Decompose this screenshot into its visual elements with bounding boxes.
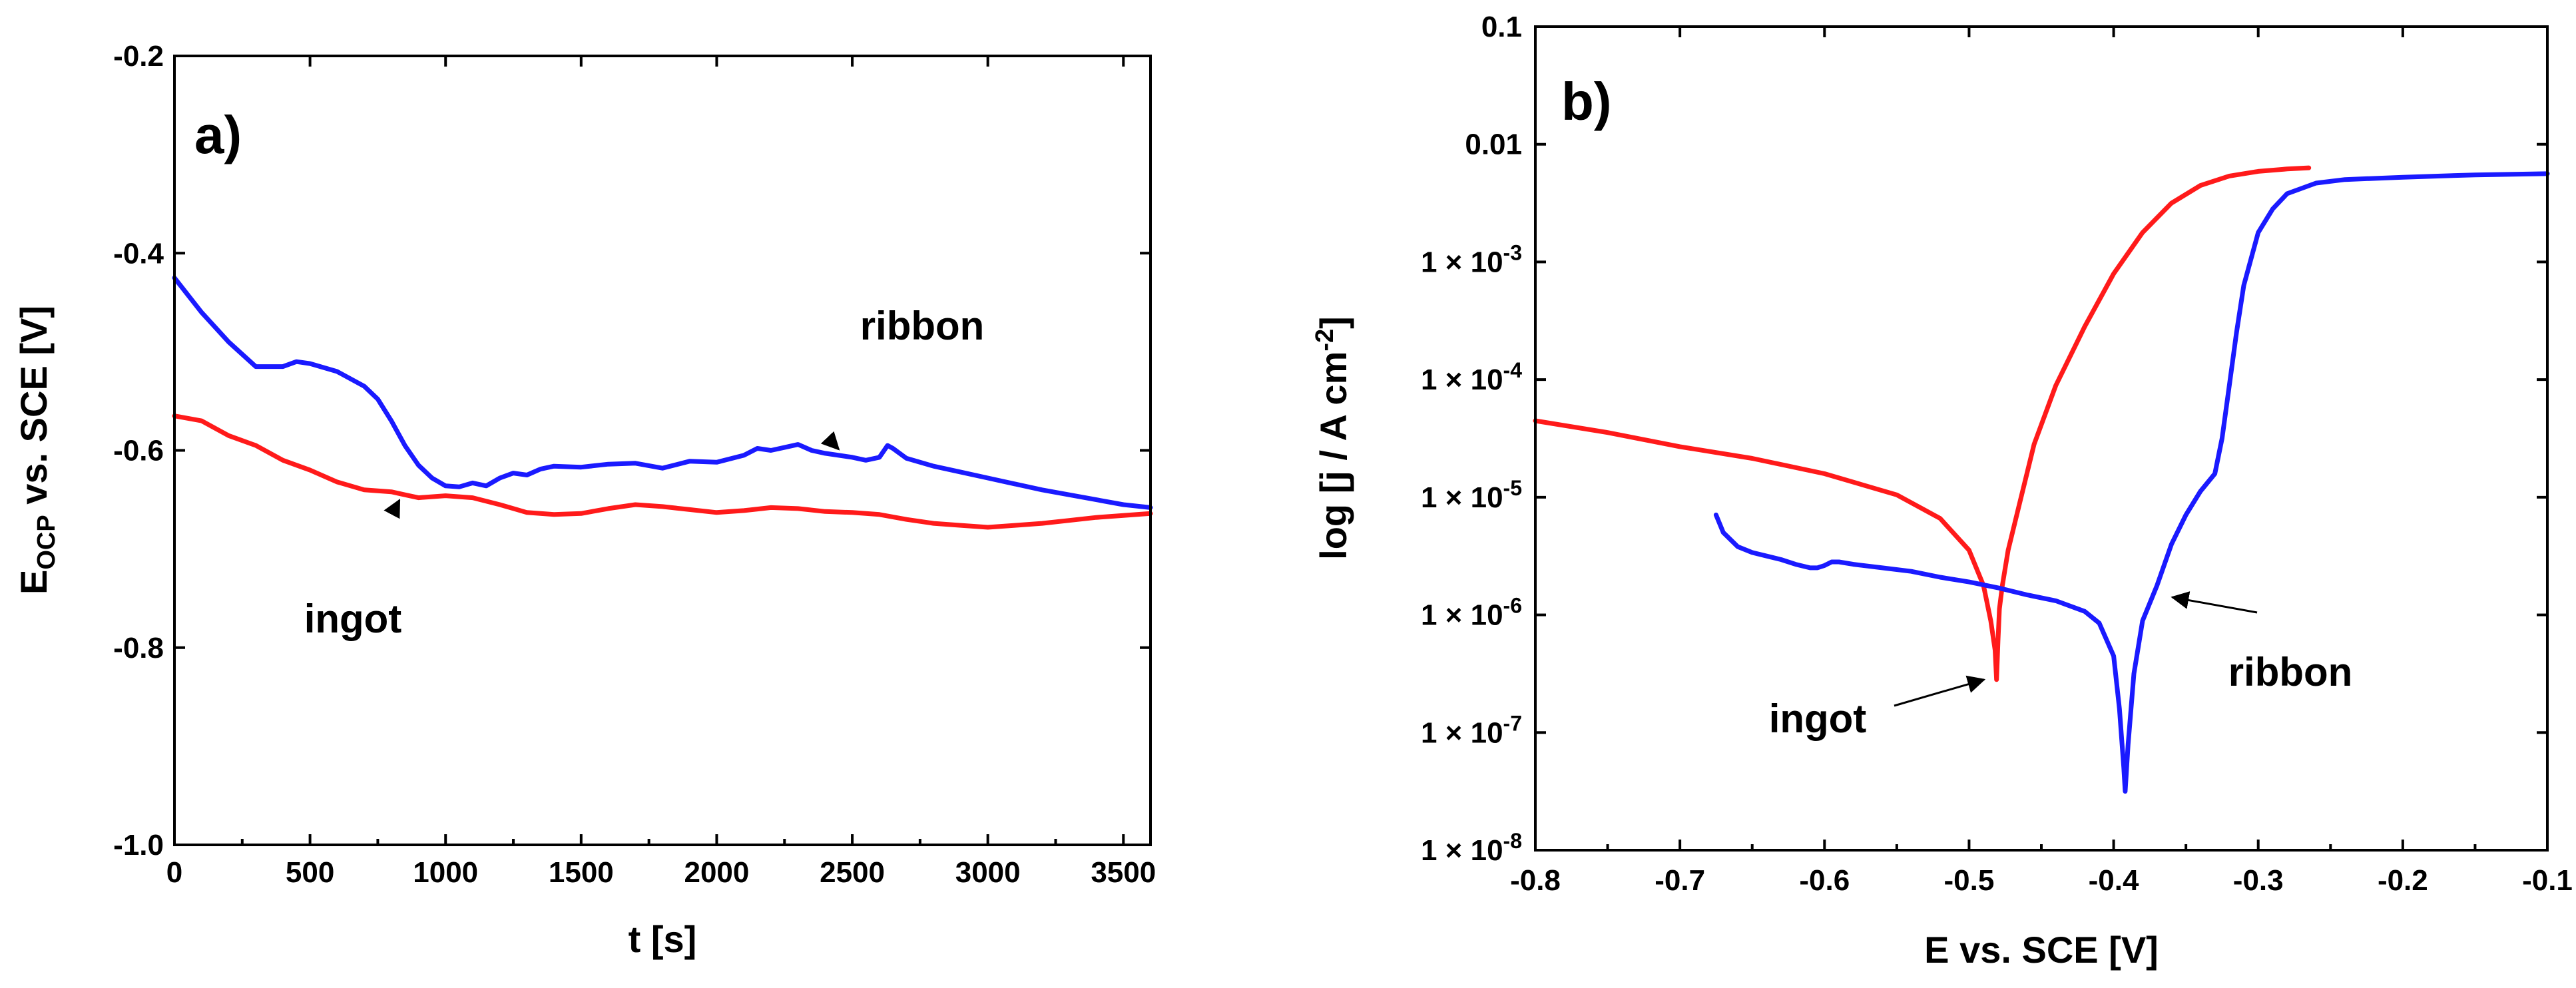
panel-b-y-tick-label: 1 × 10-7	[1421, 711, 1522, 749]
panel-a-annotation-ingot: ingot	[304, 597, 402, 641]
panel-a-y-axis-subscript: OCP	[33, 515, 61, 569]
panel-a-x-tick-label: 500	[286, 856, 334, 889]
panel-b-annotation-arrow-ingot	[1894, 675, 1986, 707]
panel-b-annotation-ribbon: ribbon	[2228, 650, 2353, 694]
panel-a-annotation-arrow-ribbon	[820, 431, 840, 451]
panel-a-x-tick-label: 1000	[413, 856, 478, 889]
panel-a-y-tick-label: -0.8	[113, 632, 164, 664]
panel-a-y-axis-main: E	[13, 570, 55, 595]
panel-b-x-tick-label: -0.8	[1510, 864, 1561, 897]
panel-a-y-tick-label: -0.4	[113, 237, 164, 270]
panel-b-y-axis-title: log [j / A cm-2]	[1311, 316, 1354, 560]
panel-b-y-tick-exponent: -4	[1503, 358, 1523, 382]
panel-a-x-tick-label: 0	[166, 856, 182, 889]
panel-b-y-tick-base: 1 × 10	[1421, 716, 1503, 749]
panel-b-x-tick-label: -0.2	[2378, 864, 2428, 897]
panel-b-series-ingot	[1533, 165, 2312, 682]
panel-a-plot-frame	[173, 55, 1152, 846]
panel-a-x-tick-label: 1500	[549, 856, 614, 889]
panel-b-label: b)	[1561, 72, 1612, 131]
panel-a-y-axis-rest: vs. SCE [V]	[13, 306, 55, 515]
panel-b-series-ribbon	[1713, 171, 2550, 794]
panel-a-x-tick-label: 2500	[820, 856, 885, 889]
panel-b-plot-frame	[1534, 25, 2549, 852]
panel-b-polarization-chart: -0.8 -0.7 -0.6 -0.5 -0.4 -0.3 -0.2 -0.11 × 10-8…	[1311, 11, 2573, 971]
panel-b-y-tick-base: 1 × 10	[1421, 364, 1503, 396]
panel-b-y-tick-exponent: -8	[1503, 829, 1522, 853]
panel-b-y-tick-label: 0.1	[1481, 11, 1522, 43]
panel-b-y-tick-base: 0.1	[1481, 11, 1522, 43]
panel-b-annotation-arrow-ribbon	[2171, 591, 2258, 614]
panel-a-series-ingot	[172, 413, 1153, 530]
panel-b-annotation-ingot: ingot	[1769, 696, 1867, 741]
panel-b-y-axis-superscript: -2	[1311, 329, 1339, 352]
panel-a-ocp-chart: 0 500 1000 1500 2000 2500 3000 3500 -1.0 -0.8 -0.6…	[13, 40, 1156, 960]
panel-b-x-tick-label: -0.3	[2233, 864, 2284, 897]
panel-b-x-tick-label: -0.4	[2089, 864, 2139, 897]
panel-a-label: a)	[194, 105, 242, 164]
panel-b-x-axis-title: E vs. SCE [V]	[1924, 929, 2159, 971]
panel-b-y-tick-exponent: -5	[1503, 476, 1522, 500]
panel-a-y-tick-label: -0.6	[113, 435, 164, 467]
panel-b-y-tick-base: 1 × 10	[1421, 599, 1503, 632]
panel-b-x-tick-label: -0.1	[2522, 864, 2573, 897]
panel-a-y-tick-label: -1.0	[113, 829, 164, 862]
panel-b-x-tick-label: -0.5	[1944, 864, 1995, 897]
panel-b-y-tick-base: 1 × 10	[1421, 246, 1503, 278]
panel-a-x-axis-title: t [s]	[629, 918, 697, 960]
panel-b-y-tick-label: 1 × 10-6	[1421, 594, 1522, 632]
panel-b-y-tick-label: 1 × 10-4	[1421, 358, 1522, 396]
panel-b-y-tick-base: 0.01	[1465, 128, 1522, 161]
panel-b-y-tick-exponent: -3	[1503, 240, 1522, 264]
panel-b-y-tick-base: 1 × 10	[1421, 834, 1503, 867]
panel-a-x-tick-label: 3000	[955, 856, 1021, 889]
panel-a-x-tick-label: 2000	[684, 856, 749, 889]
panel-b-y-tick-label: 0.01	[1465, 128, 1522, 161]
panel-a-annotation-ribbon: ribbon	[860, 304, 985, 348]
panel-b-y-tick-label: 1 × 10-3	[1421, 240, 1522, 278]
panel-a-y-axis-title: EOCP vs. SCE [V]	[13, 306, 61, 595]
panel-a-y-tick-label: -0.2	[113, 40, 164, 73]
panel-b-y-tick-exponent: -7	[1503, 711, 1522, 735]
panel-b-x-tick-label: -0.6	[1799, 864, 1850, 897]
panel-a-x-tick-label: 3500	[1091, 856, 1156, 889]
panel-b-x-tick-label: -0.7	[1655, 864, 1705, 897]
panel-b-y-tick-base: 1 × 10	[1421, 481, 1503, 514]
panel-b-y-tick-label: 1 × 10-8	[1421, 829, 1522, 867]
panel-b-y-tick-exponent: -6	[1503, 594, 1522, 618]
panel-b-y-axis-end: ]	[1312, 316, 1354, 329]
panel-a-series-ribbon	[172, 275, 1153, 510]
panel-b-y-tick-label: 1 × 10-5	[1421, 476, 1522, 514]
panel-b-y-axis-main: log [j / A cm	[1312, 352, 1354, 560]
panel-a-annotation-arrow-ingot	[384, 499, 401, 519]
